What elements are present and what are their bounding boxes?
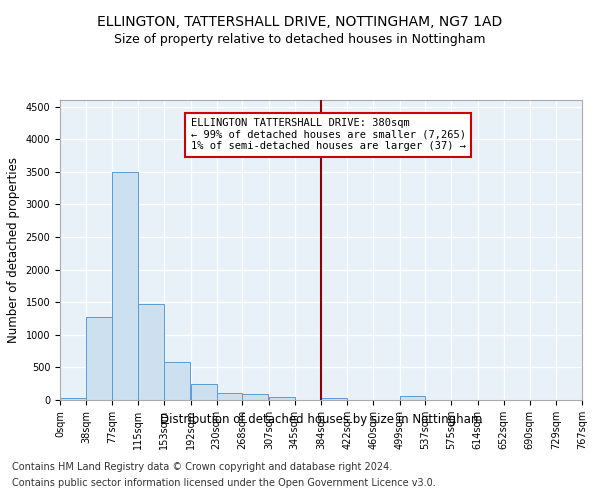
- Text: Contains public sector information licensed under the Open Government Licence v3: Contains public sector information licen…: [12, 478, 436, 488]
- Text: Distribution of detached houses by size in Nottingham: Distribution of detached houses by size …: [160, 412, 482, 426]
- Text: ELLINGTON TATTERSHALL DRIVE: 380sqm
← 99% of detached houses are smaller (7,265): ELLINGTON TATTERSHALL DRIVE: 380sqm ← 99…: [191, 118, 466, 152]
- Bar: [112, 172, 138, 400]
- Y-axis label: Number of detached properties: Number of detached properties: [7, 157, 20, 343]
- Text: Contains HM Land Registry data © Crown copyright and database right 2024.: Contains HM Land Registry data © Crown c…: [12, 462, 392, 472]
- Bar: [191, 384, 217, 400]
- Bar: [138, 304, 164, 400]
- Bar: [86, 317, 112, 400]
- Bar: [322, 398, 347, 400]
- Bar: [164, 362, 190, 400]
- Bar: [400, 396, 425, 400]
- Bar: [269, 396, 295, 400]
- Bar: [60, 398, 86, 400]
- Text: Size of property relative to detached houses in Nottingham: Size of property relative to detached ho…: [114, 32, 486, 46]
- Bar: [217, 392, 242, 400]
- Text: ELLINGTON, TATTERSHALL DRIVE, NOTTINGHAM, NG7 1AD: ELLINGTON, TATTERSHALL DRIVE, NOTTINGHAM…: [97, 15, 503, 29]
- Bar: [242, 394, 268, 400]
